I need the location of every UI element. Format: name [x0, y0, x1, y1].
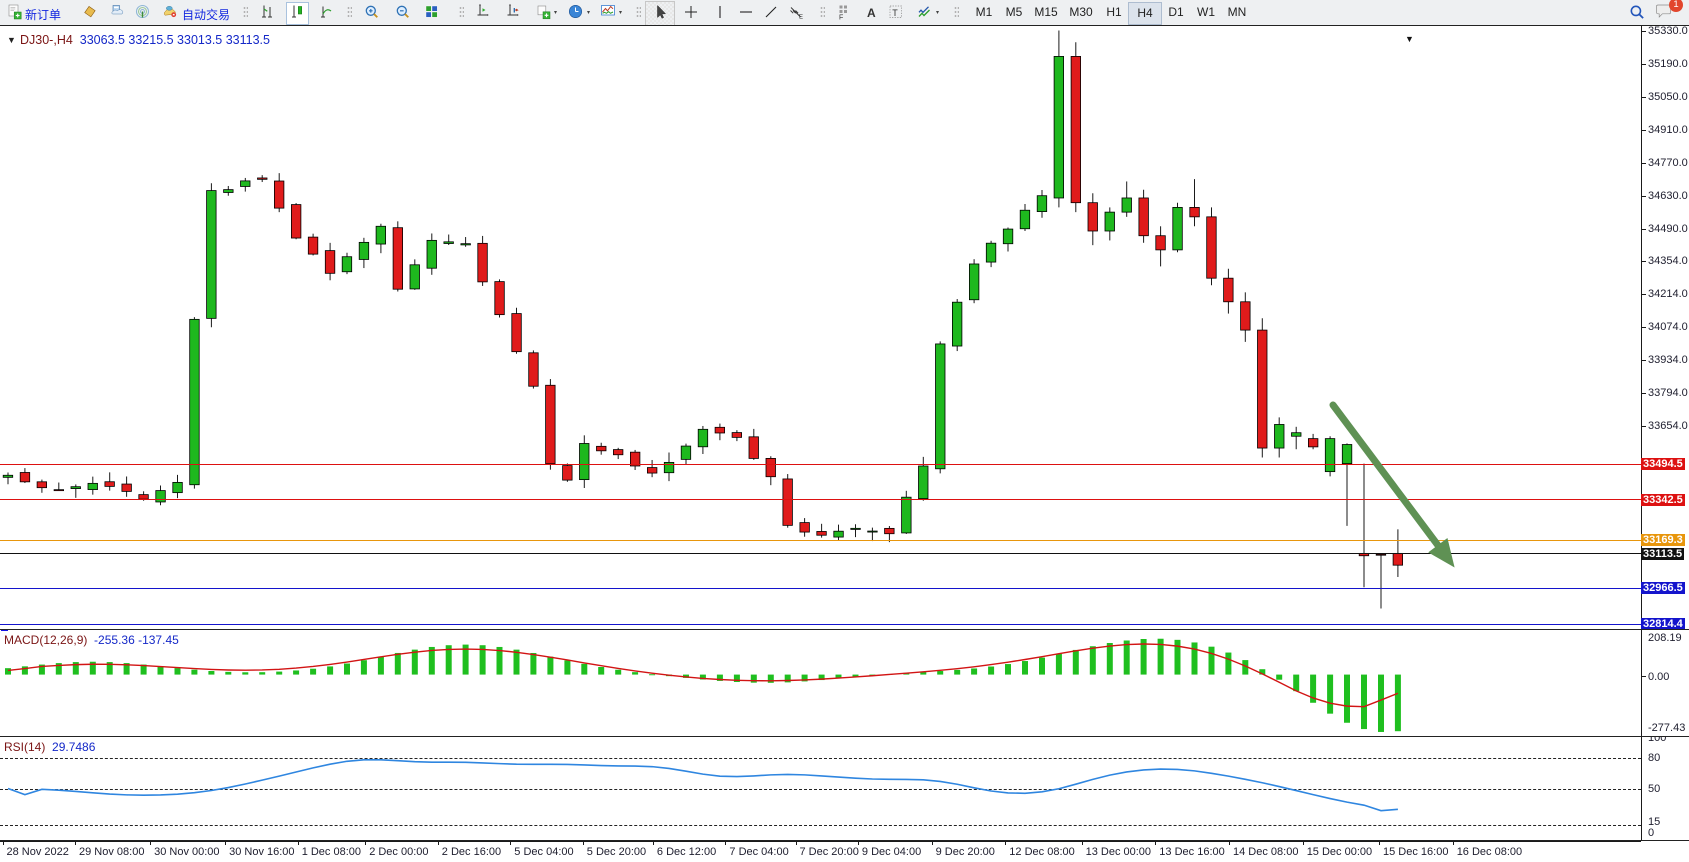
svg-text:F: F: [839, 15, 843, 21]
svg-text:A: A: [867, 6, 876, 20]
svg-text:E: E: [799, 15, 803, 21]
svg-text:T: T: [892, 8, 898, 18]
